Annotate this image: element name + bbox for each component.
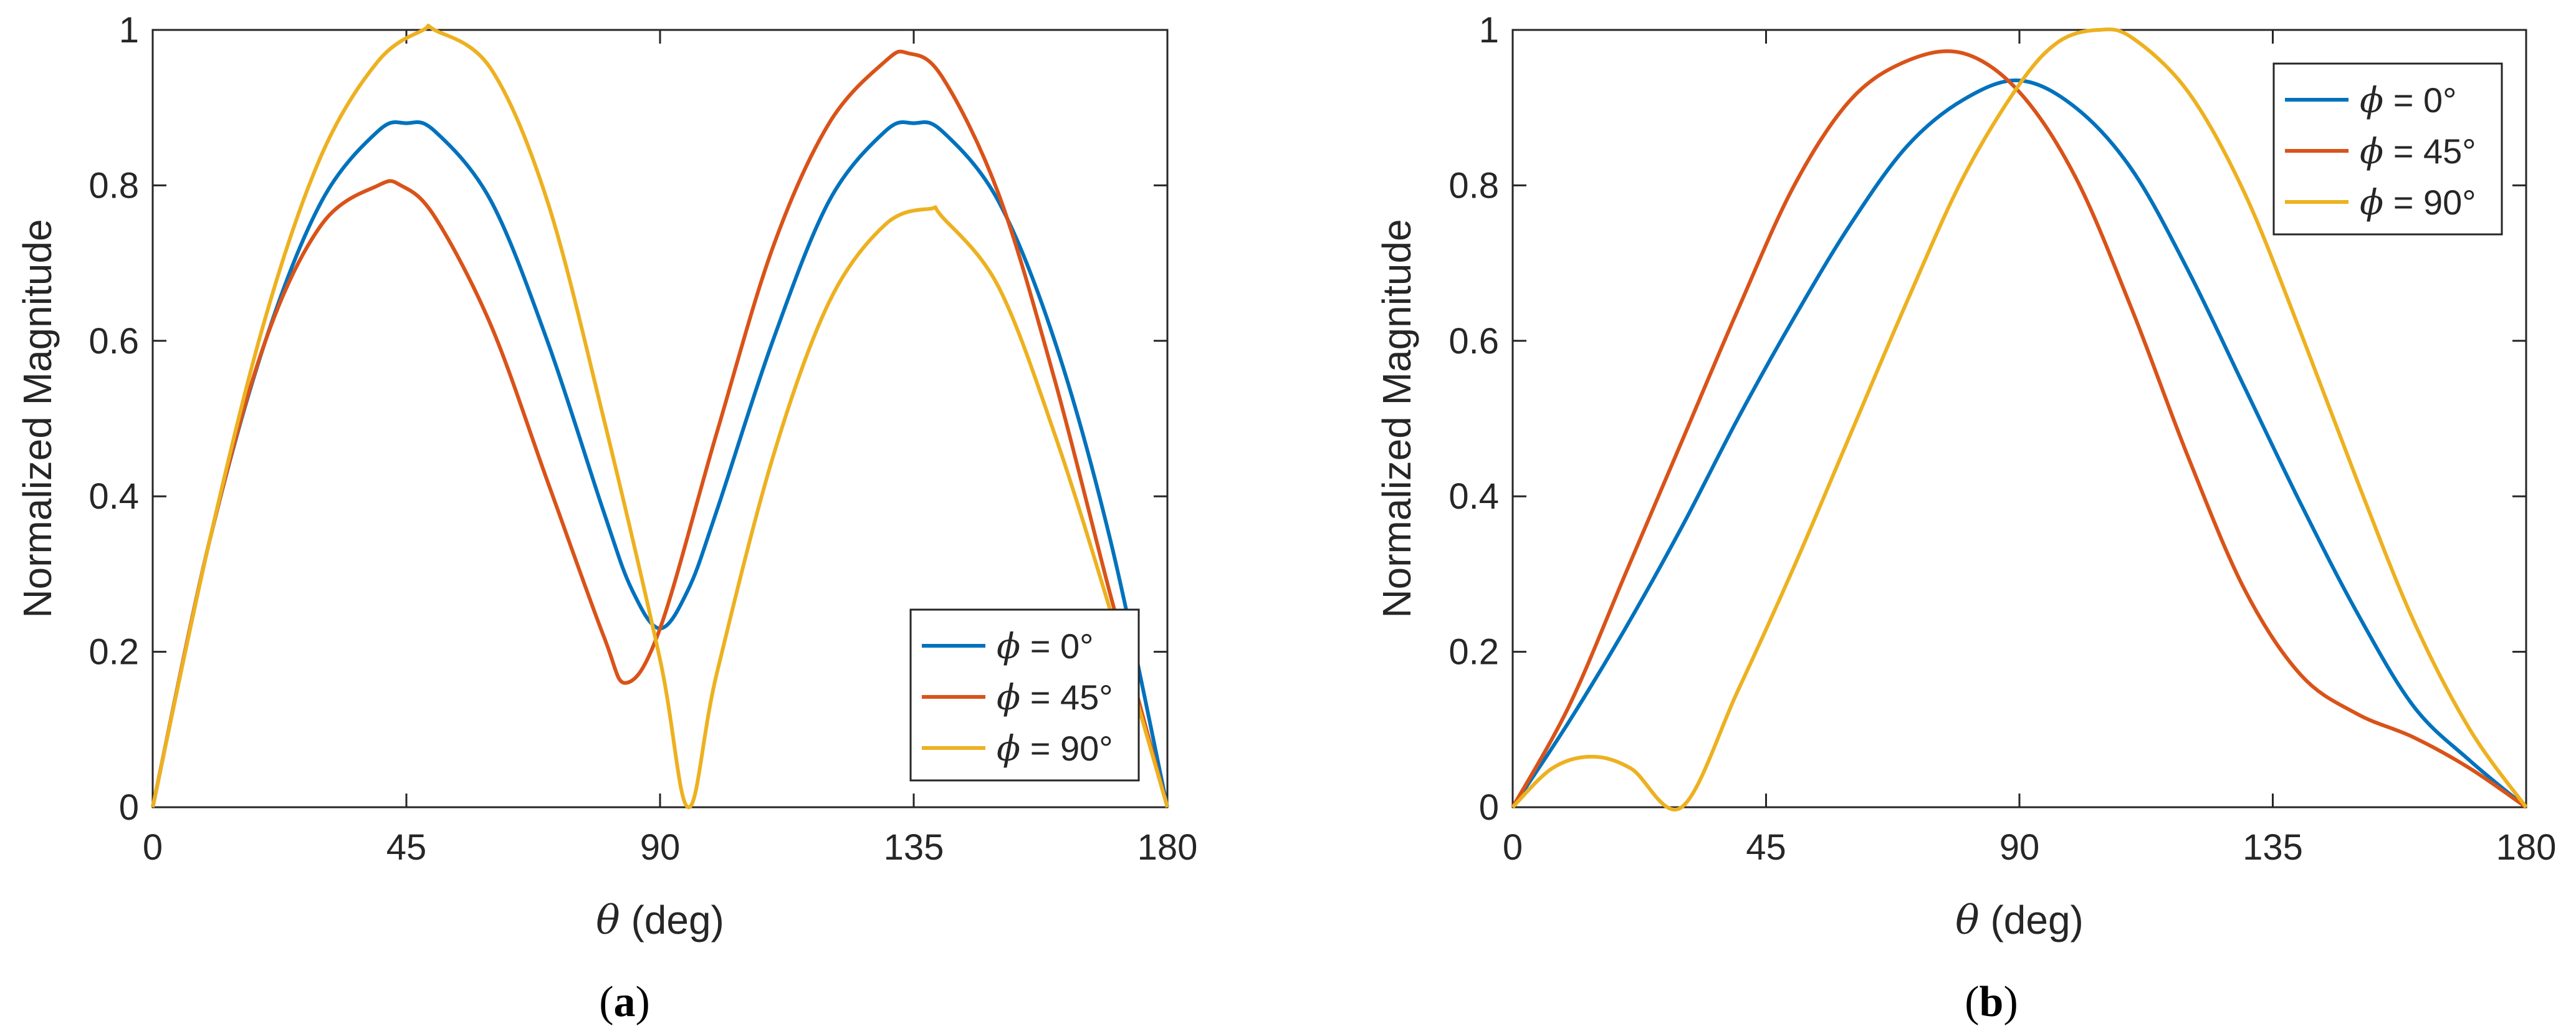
y-tick-label: 0.4 (1448, 476, 1499, 517)
x-axis-label: θ (deg) (596, 898, 724, 944)
legend-symbol: ϕ (2360, 80, 2383, 121)
panel-label-open: ( (1965, 978, 1979, 1026)
y-tick-label: 0 (1479, 787, 1499, 828)
x-axis-label: θ (deg) (1955, 898, 2084, 944)
legend-entry: ϕ = 0° (997, 626, 1094, 667)
panel-label: (a) (599, 978, 650, 1026)
series-line-phi45 (151, 49, 1169, 808)
x-tick-label: 135 (2243, 827, 2303, 868)
x-axis-symbol: θ (596, 898, 620, 944)
legend-symbol: ϕ (997, 729, 1020, 769)
series-line-phi90 (1511, 27, 2528, 812)
x-axis-unit: (deg) (1980, 898, 2084, 942)
y-axis-label: Normalized Magnitude (15, 219, 60, 618)
x-tick-label: 45 (386, 827, 427, 868)
x-tick-label: 45 (1746, 827, 1786, 868)
legend-entry: ϕ = 45° (2360, 132, 2476, 172)
y-tick-label: 1 (1479, 10, 1499, 50)
x-tick-label: 135 (884, 827, 944, 868)
panel-label-close: ) (2003, 978, 2018, 1026)
series-line-phi45 (1511, 49, 2527, 809)
x-tick-label: 90 (1999, 827, 2040, 868)
y-tick-label: 0.6 (1448, 321, 1499, 362)
x-tick-label: 180 (2496, 827, 2557, 868)
x-tick-label: 180 (1137, 827, 1198, 868)
legend-symbol: ϕ (997, 626, 1020, 667)
y-tick-label: 0.8 (89, 165, 139, 206)
y-tick-label: 0.2 (89, 632, 139, 673)
panel-label-close: ) (636, 978, 650, 1026)
legend-symbol: ϕ (2360, 183, 2383, 223)
x-tick-label: 0 (1503, 827, 1523, 868)
legend-label: = 45° (2383, 132, 2476, 171)
legend-entry: ϕ = 0° (2360, 80, 2457, 121)
x-axis-symbol: θ (1955, 898, 1980, 944)
legend: ϕ = 0°ϕ = 45°ϕ = 90° (909, 608, 1140, 782)
y-tick-label: 0.4 (89, 476, 139, 517)
series-line-phi0 (1511, 78, 2527, 809)
legend-symbol: ϕ (2360, 132, 2383, 172)
legend-symbol: ϕ (997, 678, 1020, 718)
y-tick-label: 0.8 (1448, 165, 1499, 206)
legend-label: = 90° (1020, 729, 1113, 768)
legend-entry: ϕ = 90° (997, 729, 1113, 769)
legend-entry: ϕ = 90° (2360, 183, 2476, 223)
legend-entry: ϕ = 45° (997, 678, 1113, 718)
panel-label-letter: b (1980, 978, 2004, 1026)
y-tick-label: 1 (119, 10, 139, 50)
y-tick-label: 0 (119, 787, 139, 828)
x-axis-unit: (deg) (620, 898, 724, 942)
legend-label: = 90° (2383, 183, 2476, 222)
panel-label-letter: a (614, 978, 636, 1026)
legend: ϕ = 0°ϕ = 45°ϕ = 90° (2272, 62, 2503, 236)
legend-label: = 45° (1020, 678, 1113, 717)
y-tick-label: 0.6 (89, 321, 139, 362)
series-line-phi90 (151, 23, 1169, 809)
y-axis-label: Normalized Magnitude (1374, 219, 1419, 618)
legend-label: = 0° (2383, 80, 2456, 120)
x-tick-label: 90 (640, 827, 681, 868)
y-tick-label: 0.2 (1448, 632, 1499, 673)
legend-label: = 0° (1020, 626, 1093, 666)
x-tick-label: 0 (143, 827, 163, 868)
panel-label: (b) (1965, 978, 2018, 1026)
panel-label-open: ( (599, 978, 613, 1026)
